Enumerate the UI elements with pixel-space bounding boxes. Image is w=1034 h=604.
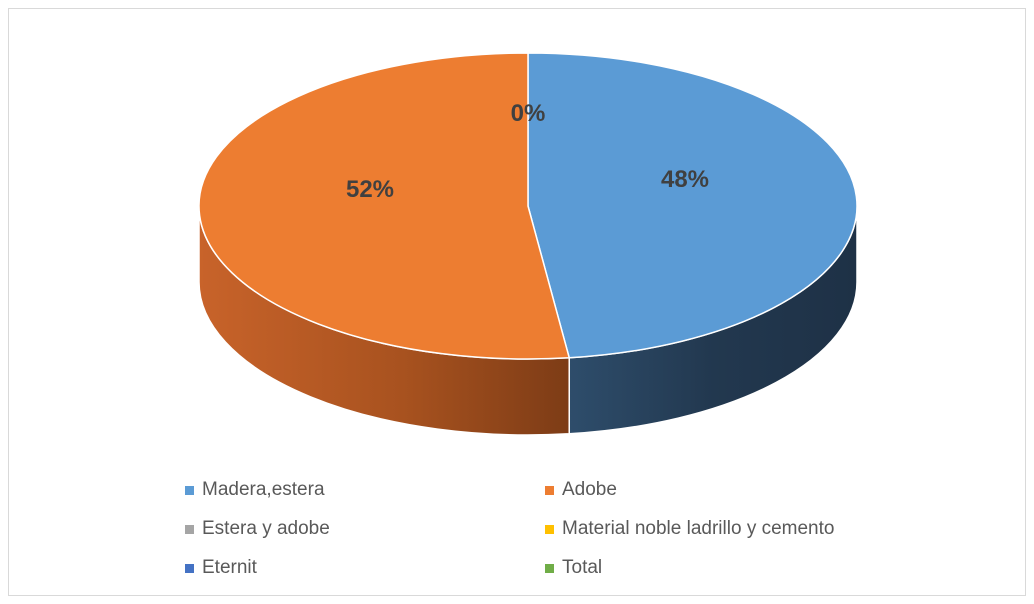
data-label-madera-estera: 48% <box>661 166 709 193</box>
pie-chart: 48% 52% 0% <box>198 52 858 436</box>
legend-item-material-noble: Material noble ladrillo y cemento <box>545 518 925 540</box>
pie-slice-adobe <box>198 52 570 360</box>
legend-swatch-adobe <box>545 485 554 495</box>
pie-slices <box>198 52 858 436</box>
legend-item-estera-y-adobe: Estera y adobe <box>185 518 545 540</box>
legend-item-eternit: Eternit <box>185 557 545 579</box>
legend-item-adobe: Adobe <box>545 479 925 501</box>
data-label-adobe: 52% <box>346 176 394 203</box>
legend-swatch-material-noble <box>545 524 554 534</box>
pie-slice-madera-estera <box>527 52 858 359</box>
legend-label-total: Total <box>562 557 603 578</box>
legend-label-madera-estera: Madera,estera <box>202 479 325 500</box>
data-label-zero: 0% <box>511 100 546 127</box>
legend-label-eternit: Eternit <box>202 557 257 578</box>
legend-swatch-total <box>545 563 554 573</box>
legend-label-material-noble: Material noble ladrillo y cemento <box>562 518 835 539</box>
chart-area: 48% 52% 0% Madera,estera Adobe Estera y … <box>8 8 1026 596</box>
legend-swatch-madera-estera <box>185 485 194 495</box>
legend-item-total: Total <box>545 557 925 579</box>
legend: Madera,estera Adobe Estera y adobe Mater… <box>185 479 925 579</box>
legend-item-madera-estera: Madera,estera <box>185 479 545 501</box>
legend-swatch-estera-y-adobe <box>185 524 194 534</box>
legend-label-estera-y-adobe: Estera y adobe <box>202 518 330 539</box>
legend-swatch-eternit <box>185 563 194 573</box>
legend-label-adobe: Adobe <box>562 479 617 500</box>
